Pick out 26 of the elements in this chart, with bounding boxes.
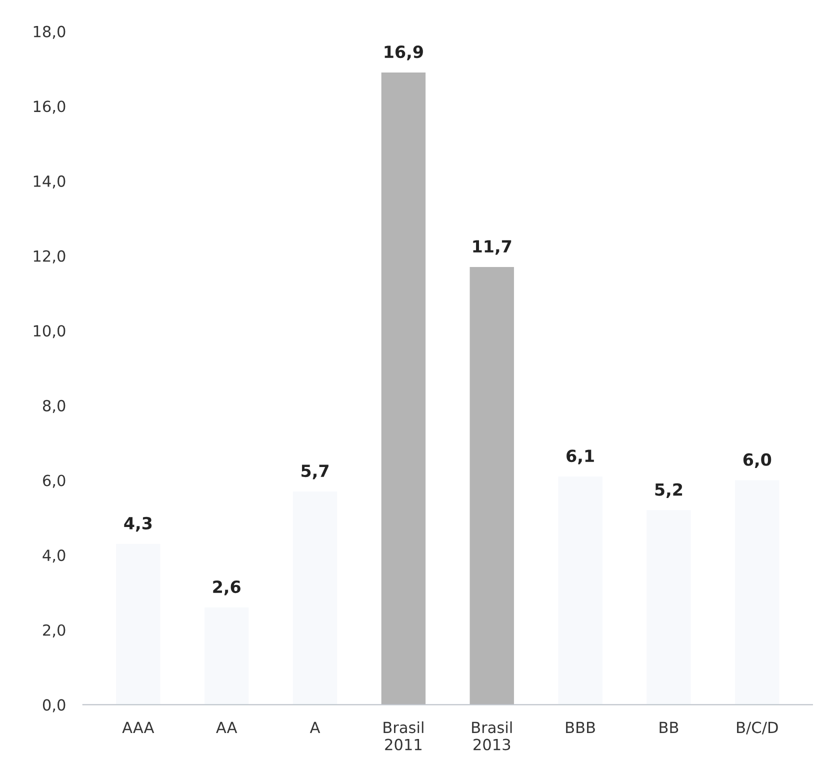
x-tick-label: BBB xyxy=(566,722,595,733)
x-tick-label: B/C/D xyxy=(737,722,778,734)
y-tick-label: 0,0 xyxy=(42,699,66,712)
y-tick-label: 6,0 xyxy=(43,474,66,488)
x-tick-label: AAA xyxy=(122,722,154,733)
y-tick-label: 4,0 xyxy=(42,550,66,563)
y-tick-label: 14,0 xyxy=(34,175,66,189)
data-label: 4,3 xyxy=(124,516,152,532)
x-tick-label: AA xyxy=(216,722,238,733)
y-tick-label: 16,0 xyxy=(34,100,66,114)
x-tick-label: Brasil 2013 xyxy=(472,721,512,750)
y-tick-label: 8,0 xyxy=(42,400,66,413)
y-tick-label: 10,0 xyxy=(34,325,66,338)
data-label: 11,7 xyxy=(473,240,512,255)
data-label: 5,2 xyxy=(655,483,682,498)
y-tick-label: 18,0 xyxy=(34,26,66,39)
x-tick-label: BB xyxy=(660,722,678,733)
x-tick-label: Brasil 2011 xyxy=(384,721,424,750)
data-label: 6,0 xyxy=(743,453,772,468)
data-label: 6,1 xyxy=(566,450,594,464)
y-tick-label: 2,0 xyxy=(43,624,66,638)
y-tick-label: 12,0 xyxy=(34,250,66,264)
data-label: 2,6 xyxy=(213,580,240,596)
data-label: 5,7 xyxy=(302,464,328,480)
data-label: 16,9 xyxy=(384,46,423,60)
x-tick-label: A xyxy=(310,722,320,733)
